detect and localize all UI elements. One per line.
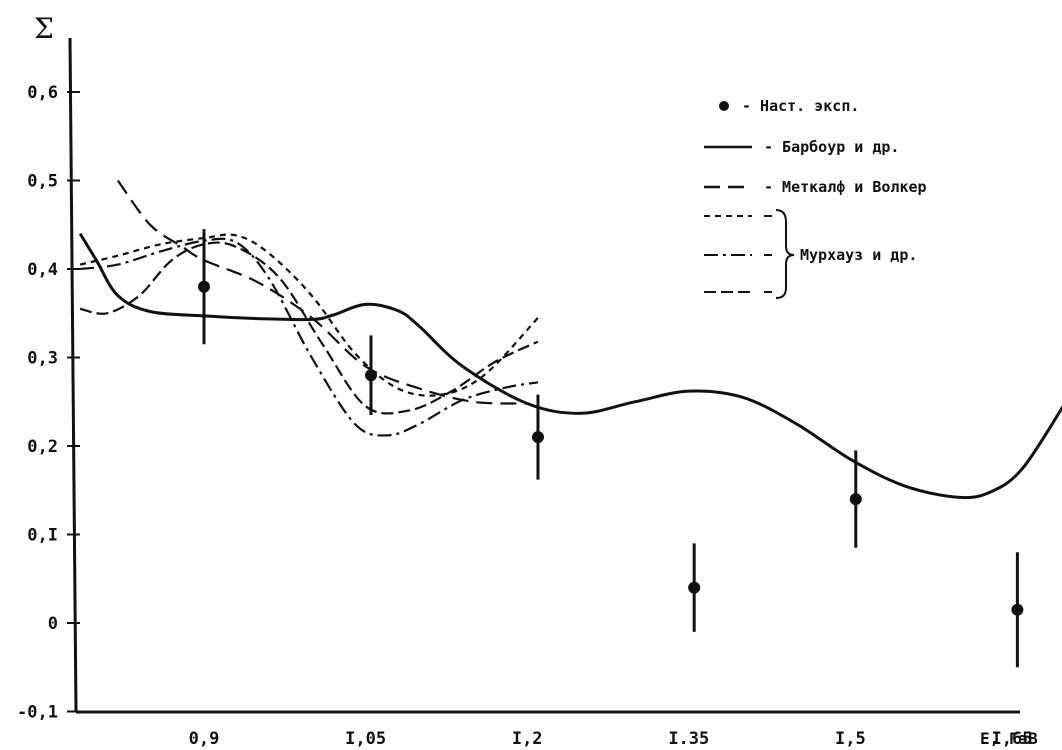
series-line-1: [78, 232, 1062, 500]
y-tick-labels: -0,1 0 0,I 0,2 0,3 0,4 0,5 0,6: [17, 83, 80, 723]
x-tick-label: I,2: [512, 729, 543, 749]
legend-label-barbour: - Барбоур и др.: [764, 138, 899, 156]
axes: Σ E, ГэВ: [34, 12, 1038, 748]
y-tick-label: 0,2: [27, 437, 58, 457]
legend: - Наст. эксп. - Барбоур и др. - Меткалф …: [704, 97, 927, 299]
y-axis-title: Σ: [34, 12, 54, 45]
y-axis: [68, 37, 78, 713]
x-tick-labels: 0,9 I,05 I,2 I.35 I,5 I,65: [189, 729, 1033, 749]
x-tick-label: I,65: [992, 729, 1033, 749]
y-tick-label: 0,3: [27, 349, 58, 369]
legend-label-metcalf: - Меткалф и Волкер: [764, 178, 927, 196]
y-tick-label: 0: [48, 614, 58, 634]
series-line-2: [116, 179, 528, 405]
series-line-3: [79, 233, 539, 397]
legend-marker-experiment: [719, 101, 729, 111]
series-line-4: [79, 237, 539, 437]
x-axis-title: E, ГэВ: [980, 729, 1038, 748]
legend-brace: [775, 209, 795, 299]
y-tick-label: 0,I: [27, 526, 58, 546]
data-point: [688, 581, 701, 594]
model-curves: [78, 179, 1062, 500]
experiment-points: [198, 229, 1024, 668]
series-line-5: [79, 241, 539, 415]
y-tick-label: 0,5: [27, 172, 58, 192]
x-tick-label: I,5: [835, 729, 866, 749]
data-point: [531, 431, 544, 444]
x-tick-label: I.35: [668, 729, 709, 749]
legend-label-moorhouse: Мурхауз и др.: [800, 246, 917, 264]
data-point: [198, 280, 210, 293]
data-point: [364, 369, 377, 382]
data-point: [849, 493, 862, 506]
x-tick-label: 0,9: [189, 729, 220, 749]
data-point: [1011, 603, 1024, 616]
y-tick-label: -0,1: [17, 703, 58, 723]
y-tick-label: 0,4: [27, 260, 58, 280]
y-tick-label: 0,6: [27, 83, 58, 103]
x-tick-label: I,05: [345, 729, 386, 749]
legend-label-experiment: - Наст. эксп.: [742, 97, 859, 115]
